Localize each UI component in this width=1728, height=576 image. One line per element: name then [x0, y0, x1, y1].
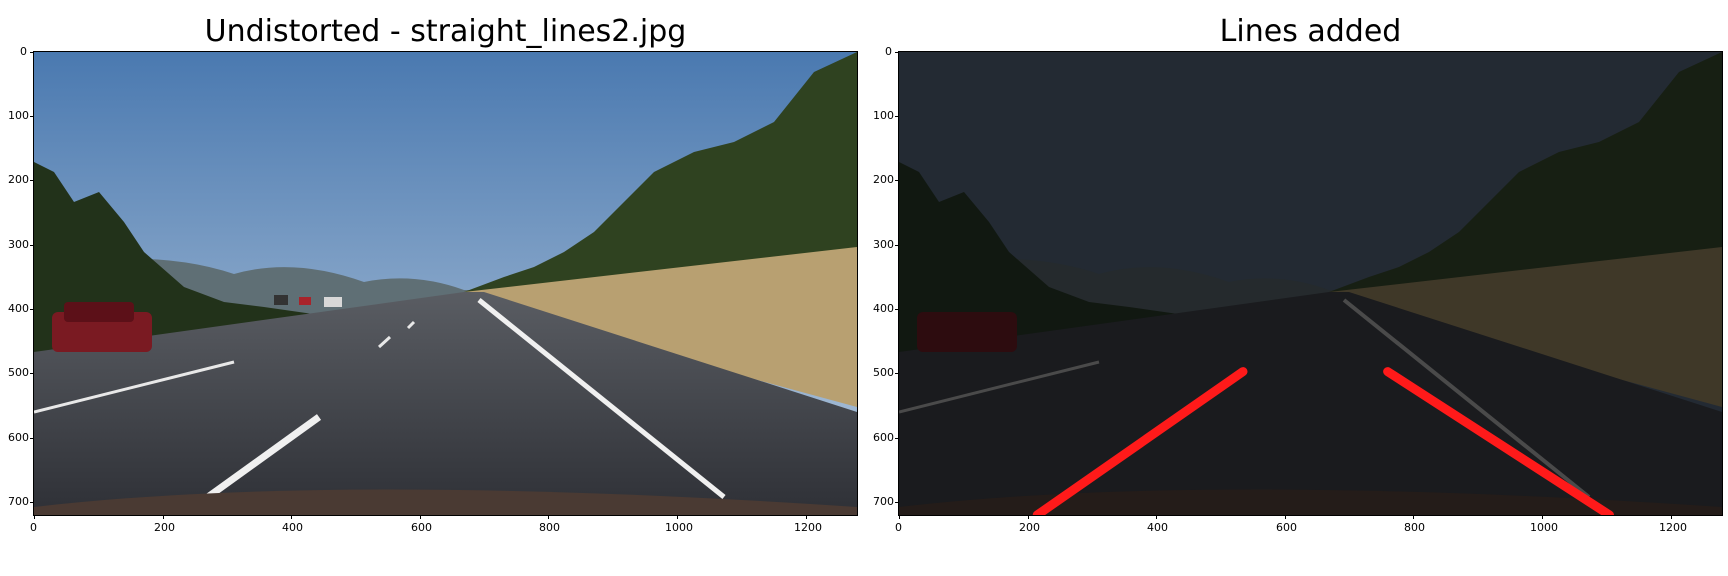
x-tick-label: 600	[411, 521, 432, 534]
x-tick-label: 800	[1404, 521, 1425, 534]
right-image-area	[898, 51, 1723, 516]
x-tick-label: 200	[1019, 521, 1040, 534]
x-tick-label: 600	[1276, 521, 1297, 534]
x-tick-label: 0	[895, 521, 902, 534]
left-image-area	[33, 51, 858, 516]
right-panel: Lines added 0 200 400 600 800 1000 1200	[864, 0, 1728, 576]
y-tick-label: 700	[873, 495, 894, 508]
y-tick-label: 400	[873, 302, 894, 315]
x-tick-label: 800	[539, 521, 560, 534]
y-tick-label: 0	[885, 45, 892, 58]
x-tick-label: 400	[282, 521, 303, 534]
left-lane-line	[1032, 367, 1248, 515]
y-tick-label: 200	[8, 173, 29, 186]
y-tick-label: 500	[8, 366, 29, 379]
road-photo-with-lanes-image	[899, 52, 1722, 515]
x-tick-label: 0	[30, 521, 37, 534]
x-tick-label: 1200	[1659, 521, 1687, 534]
x-tick-label: 1200	[794, 521, 822, 534]
left-panel-title: Undistorted - straight_lines2.jpg	[204, 14, 687, 49]
lane-lines-group	[1032, 367, 1614, 515]
x-tick-label: 400	[1147, 521, 1168, 534]
y-tick-label: 200	[873, 173, 894, 186]
y-tick-label: 600	[8, 431, 29, 444]
x-tick-label: 1000	[665, 521, 693, 534]
right-lane-line	[1383, 367, 1614, 515]
y-tick-label: 300	[8, 238, 29, 251]
y-tick-label: 0	[20, 45, 27, 58]
y-tick-label: 100	[873, 109, 894, 122]
y-tick-label: 700	[8, 495, 29, 508]
y-tick-label: 400	[8, 302, 29, 315]
y-tick-label: 500	[873, 366, 894, 379]
x-tick-label: 200	[154, 521, 175, 534]
road-photo-image	[34, 52, 857, 515]
y-tick-label: 600	[873, 431, 894, 444]
y-tick-label: 300	[873, 238, 894, 251]
right-panel-title: Lines added	[1219, 14, 1402, 49]
x-tick-label: 1000	[1530, 521, 1558, 534]
y-tick-label: 100	[8, 109, 29, 122]
left-panel: Undistorted - straight_lines2.jpg	[8, 14, 858, 534]
